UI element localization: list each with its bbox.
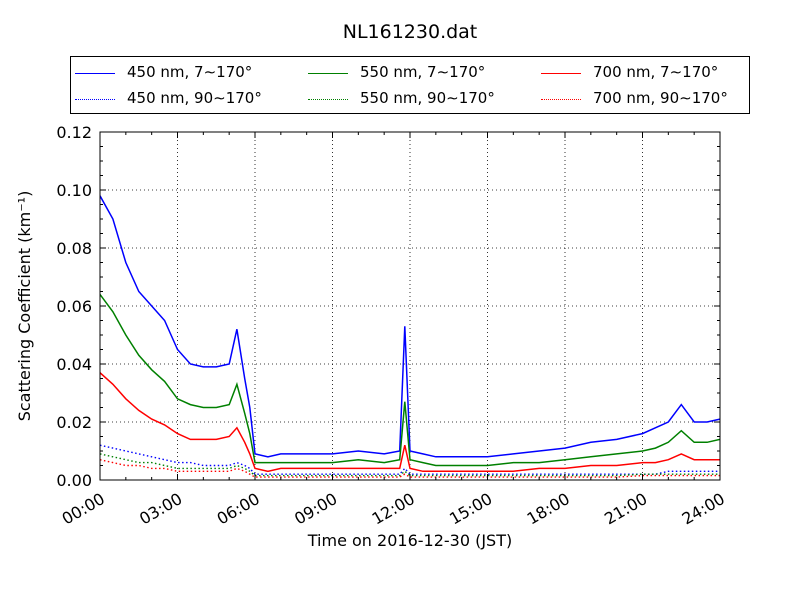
x-tick-label: 24:00 <box>679 489 728 529</box>
x-tick-label: 21:00 <box>601 489 650 529</box>
grid-lines <box>100 132 720 480</box>
legend-label: 550 nm, 7∼170° <box>360 63 486 81</box>
x-tick-label: 03:00 <box>136 489 185 529</box>
series-line-4 <box>100 453 720 477</box>
y-tick-label: 0.00 <box>56 471 92 490</box>
legend: 450 nm, 7∼170° 550 nm, 7∼170° 700 nm, 7∼17… <box>70 56 750 114</box>
series-line-1 <box>100 293 720 467</box>
series-line-3 <box>100 444 720 475</box>
legend-label: 550 nm, 90∼170° <box>360 89 495 107</box>
y-axis-ticks: 0.00 0.02 0.04 0.06 0.08 0.10 0.12 <box>56 123 720 490</box>
series-line-0 <box>100 195 720 458</box>
x-tick-label: 00:00 <box>59 489 108 529</box>
x-tick-label: 12:00 <box>369 489 418 529</box>
y-tick-label: 0.08 <box>56 239 92 258</box>
y-tick-label: 0.06 <box>56 297 92 316</box>
y-axis-label: Scattering Coefficient (km⁻¹) <box>15 191 34 422</box>
x-tick-label: 18:00 <box>524 489 573 529</box>
series-line-2 <box>100 372 720 473</box>
y-tick-label: 0.12 <box>56 123 92 142</box>
legend-swatch <box>75 99 115 100</box>
legend-label: 700 nm, 7∼170° <box>593 63 719 81</box>
x-axis-label: Time on 2016-12-30 (JST) <box>307 531 512 550</box>
legend-swatch <box>75 73 115 74</box>
chart-title: NL161230.dat <box>343 21 478 43</box>
legend-swatch <box>541 99 581 100</box>
legend-label: 450 nm, 90∼170° <box>127 89 262 107</box>
x-tick-label: 15:00 <box>446 489 495 529</box>
x-tick-label: 06:00 <box>214 489 263 529</box>
y-tick-label: 0.04 <box>56 355 92 374</box>
legend-label: 700 nm, 90∼170° <box>593 89 728 107</box>
series-line-5 <box>100 459 720 478</box>
legend-swatch <box>308 73 348 74</box>
y-tick-label: 0.02 <box>56 413 92 432</box>
legend-swatch <box>541 73 581 74</box>
legend-swatch <box>308 99 348 100</box>
y-tick-label: 0.10 <box>56 181 92 200</box>
x-tick-label: 09:00 <box>291 489 340 529</box>
legend-label: 450 nm, 7∼170° <box>127 63 253 81</box>
series-layer <box>100 195 720 478</box>
